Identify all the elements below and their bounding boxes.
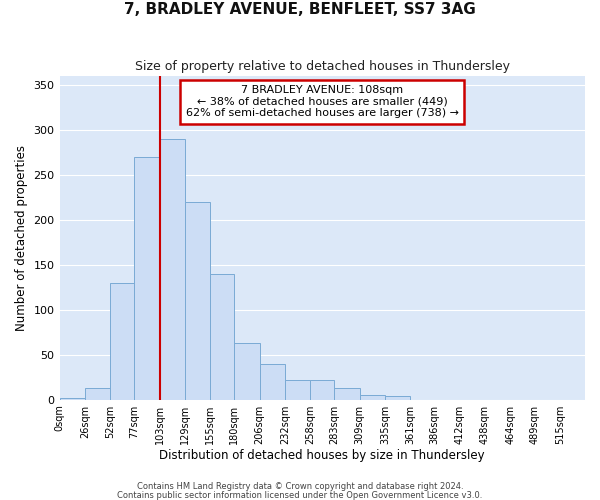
Text: 7 BRADLEY AVENUE: 108sqm
← 38% of detached houses are smaller (449)
62% of semi-: 7 BRADLEY AVENUE: 108sqm ← 38% of detach… <box>186 86 459 118</box>
X-axis label: Distribution of detached houses by size in Thundersley: Distribution of detached houses by size … <box>160 450 485 462</box>
Bar <box>285 380 310 400</box>
Bar <box>235 343 260 400</box>
Bar <box>185 202 210 400</box>
Y-axis label: Number of detached properties: Number of detached properties <box>15 144 28 330</box>
Bar <box>160 138 185 400</box>
Bar <box>210 274 235 400</box>
Bar <box>385 396 410 400</box>
Bar <box>85 388 110 400</box>
Text: Contains public sector information licensed under the Open Government Licence v3: Contains public sector information licen… <box>118 490 482 500</box>
Bar <box>310 380 334 400</box>
Bar <box>359 395 385 400</box>
Bar <box>334 388 359 400</box>
Title: Size of property relative to detached houses in Thundersley: Size of property relative to detached ho… <box>135 60 510 73</box>
Text: Contains HM Land Registry data © Crown copyright and database right 2024.: Contains HM Land Registry data © Crown c… <box>137 482 463 491</box>
Bar <box>260 364 285 400</box>
Bar <box>110 282 134 400</box>
Bar <box>134 156 160 400</box>
Text: 7, BRADLEY AVENUE, BENFLEET, SS7 3AG: 7, BRADLEY AVENUE, BENFLEET, SS7 3AG <box>124 2 476 18</box>
Bar <box>59 398 85 400</box>
